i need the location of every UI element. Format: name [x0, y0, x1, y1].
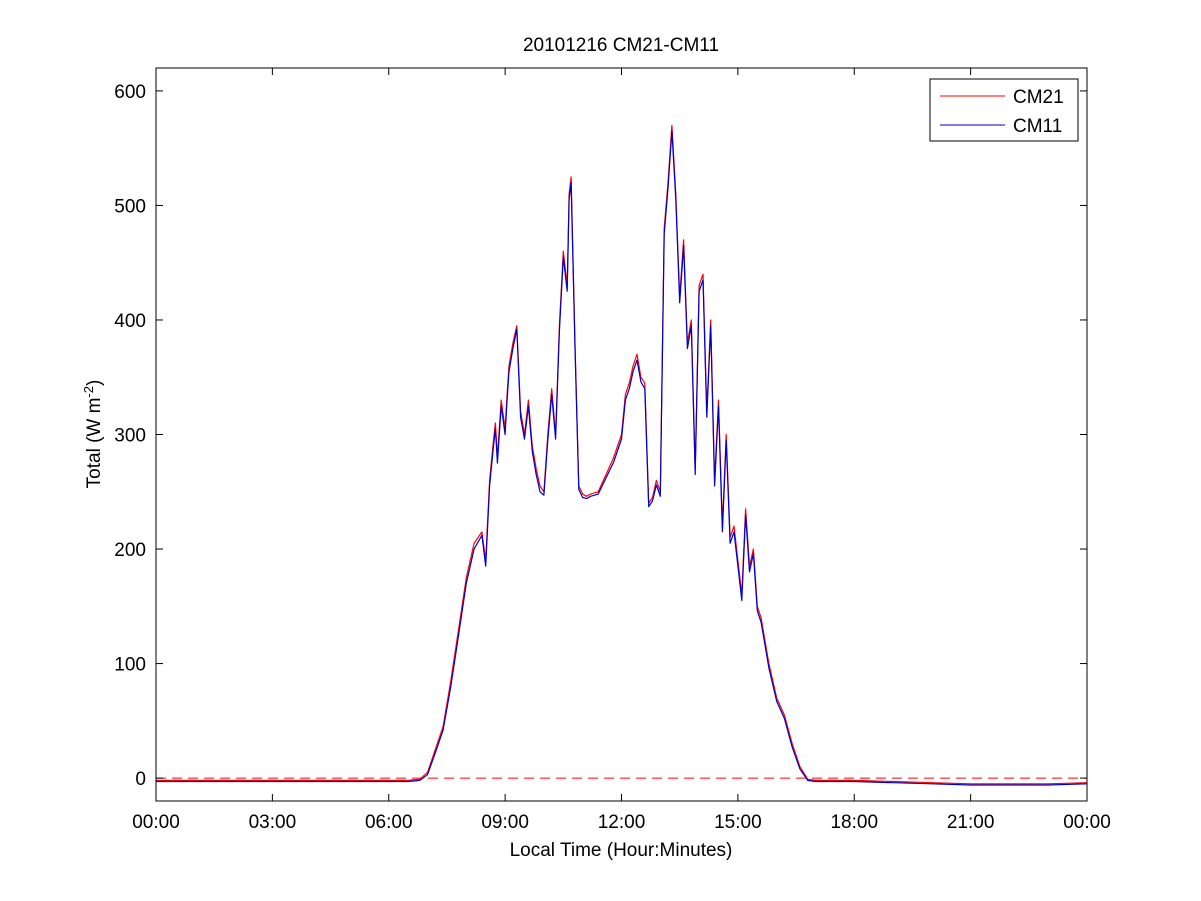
y-tick-label: 100 — [114, 655, 146, 676]
legend-label-cm21: CM21 — [1013, 87, 1064, 108]
x-tick-label: 00:00 — [1063, 812, 1111, 833]
x-tick-label: 21:00 — [947, 812, 995, 833]
y-axis-label-suffix: ) — [84, 380, 105, 386]
y-axis-label-prefix: Total (W m — [84, 398, 105, 489]
y-tick-label: 400 — [114, 311, 146, 332]
y-axis-label-superscript: -2 — [81, 386, 96, 398]
x-tick-label: 03:00 — [249, 812, 297, 833]
y-tick-label: 0 — [135, 769, 146, 790]
x-axis-ticks: 00:00 03:00 06:00 09:00 12:00 15:00 18:00 21:00… — [132, 68, 1111, 833]
legend: CM21 CM11 — [929, 78, 1079, 142]
legend-label-cm11: CM11 — [1013, 116, 1062, 137]
chart-title: 20101216 CM21-CM11 — [523, 35, 719, 56]
x-tick-label: 15:00 — [714, 812, 762, 833]
y-axis-ticks: 0 100 200 300 400 500 600 — [114, 82, 1087, 790]
y-axis-label: Total (W m-2) — [81, 380, 106, 489]
x-tick-label: 09:00 — [481, 812, 529, 833]
y-tick-label: 500 — [114, 196, 146, 217]
x-tick-label: 06:00 — [365, 812, 413, 833]
y-tick-label: 200 — [114, 540, 146, 561]
plot-area: 00:00 03:00 06:00 09:00 12:00 15:00 18:00 21:00… — [114, 67, 1111, 833]
x-tick-label: 12:00 — [598, 812, 646, 833]
series-layer — [156, 124, 1088, 786]
x-tick-label: 00:00 — [132, 812, 180, 833]
legend-box — [929, 78, 1079, 142]
y-tick-label: 300 — [114, 426, 146, 447]
x-tick-label: 18:00 — [830, 812, 878, 833]
y-tick-label: 600 — [114, 82, 146, 103]
x-axis-label: Local Time (Hour:Minutes) — [510, 840, 733, 861]
series-line-cm11 — [156, 130, 1088, 786]
